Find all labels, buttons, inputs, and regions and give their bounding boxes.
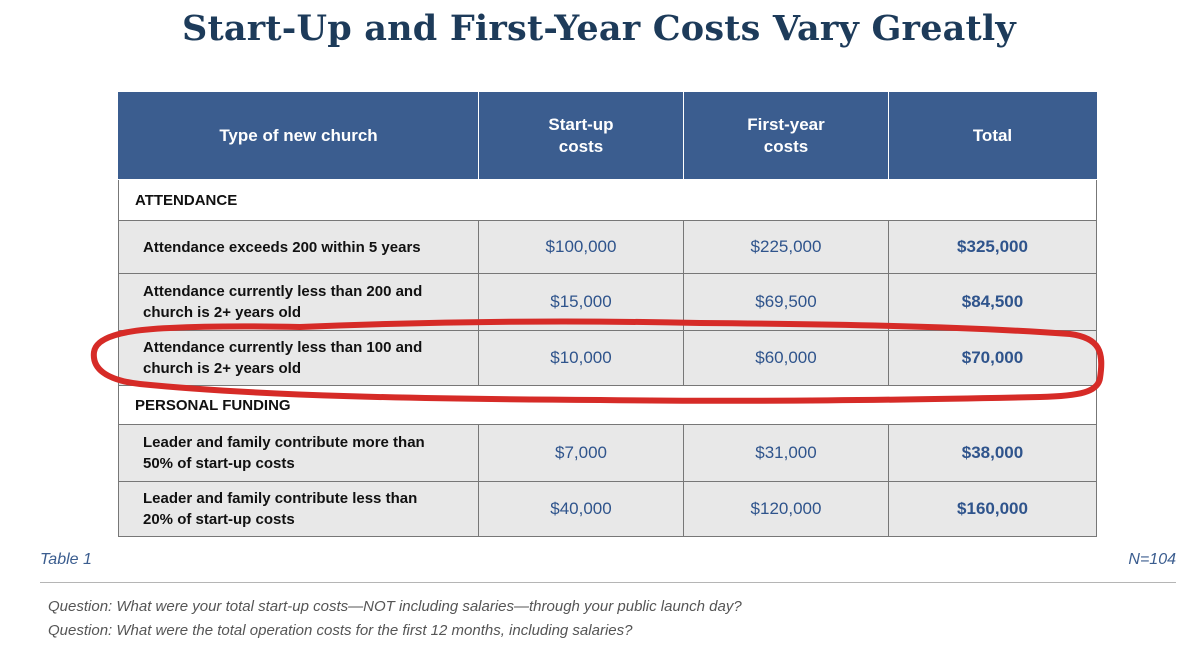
table-row: Leader and family contribute more than 50… [118, 424, 1097, 482]
section-heading: ATTENDANCE [118, 179, 1097, 221]
section-row-attendance: ATTENDANCE [118, 179, 1097, 221]
table-row: Leader and family contribute less than 20… [118, 481, 1097, 537]
header-startup-line1: Start-up [548, 115, 614, 134]
row-label: Attendance exceeds 200 within 5 years [118, 220, 479, 274]
row-label: Leader and family contribute more than 50… [118, 424, 479, 482]
first-year-cost-cell: $225,000 [683, 220, 889, 274]
first-year-cost-cell: $31,000 [683, 424, 889, 482]
first-year-cost-cell: $120,000 [683, 481, 889, 537]
row-label: Attendance currently less than 200 and ch… [118, 273, 479, 331]
total-cost-cell: $325,000 [888, 220, 1097, 274]
header-type: Type of new church [118, 92, 479, 180]
row-label-line2: church is 2+ years old [143, 304, 301, 321]
startup-cost-cell: $7,000 [478, 424, 684, 482]
first-year-cost-cell: $60,000 [683, 330, 889, 386]
row-label-line1: Leader and family contribute less than [143, 490, 418, 507]
section-row-personal-funding: PERSONAL FUNDING [118, 385, 1097, 425]
row-label-line2: 20% of start-up costs [143, 511, 295, 528]
footnote-question-2: Question: What were the total operation … [48, 622, 633, 639]
section-heading: PERSONAL FUNDING [118, 385, 1097, 425]
footnote-question-1: Question: What were your total start-up … [48, 598, 742, 615]
header-first-year-line2: costs [763, 137, 809, 156]
row-label-line1: Attendance currently less than 100 and [143, 339, 423, 356]
header-startup-line2: costs [558, 137, 604, 156]
page-title: Start-Up and First-Year Costs Vary Great… [182, 8, 1016, 49]
first-year-cost-cell: $69,500 [683, 273, 889, 331]
header-row: Type of new church Start-up costs First-y… [118, 92, 1097, 180]
total-cost-cell: $38,000 [888, 424, 1097, 482]
startup-cost-cell: $10,000 [478, 330, 684, 386]
table-number-label: Table 1 [40, 551, 92, 568]
header-first-year: First-year costs [683, 92, 889, 180]
row-label-line1: Attendance currently less than 200 and [143, 283, 423, 300]
startup-cost-cell: $40,000 [478, 481, 684, 537]
row-label: Leader and family contribute less than 20… [118, 481, 479, 537]
header-total: Total [888, 92, 1097, 180]
startup-cost-cell: $15,000 [478, 273, 684, 331]
table-row: Attendance exceeds 200 within 5 years $1… [118, 220, 1097, 274]
costs-table: Type of new church Start-up costs First-y… [118, 92, 1097, 537]
row-label-line1: Leader and family contribute more than [143, 434, 425, 451]
header-startup: Start-up costs [478, 92, 684, 180]
row-label: Attendance currently less than 100 and ch… [118, 330, 479, 386]
total-cost-cell: $160,000 [888, 481, 1097, 537]
header-first-year-line1: First-year [747, 115, 825, 134]
row-label-line2: church is 2+ years old [143, 360, 301, 377]
total-cost-cell: $70,000 [888, 330, 1097, 386]
table-row: Attendance currently less than 200 and ch… [118, 273, 1097, 331]
row-label-line2: 50% of start-up costs [143, 455, 295, 472]
row-label-line1: Attendance exceeds 200 within 5 years [143, 238, 421, 256]
startup-cost-cell: $100,000 [478, 220, 684, 274]
sample-size-label: N=104 [1128, 551, 1176, 568]
table-row: Attendance currently less than 100 and ch… [118, 330, 1097, 386]
footer-divider [40, 582, 1176, 583]
total-cost-cell: $84,500 [888, 273, 1097, 331]
